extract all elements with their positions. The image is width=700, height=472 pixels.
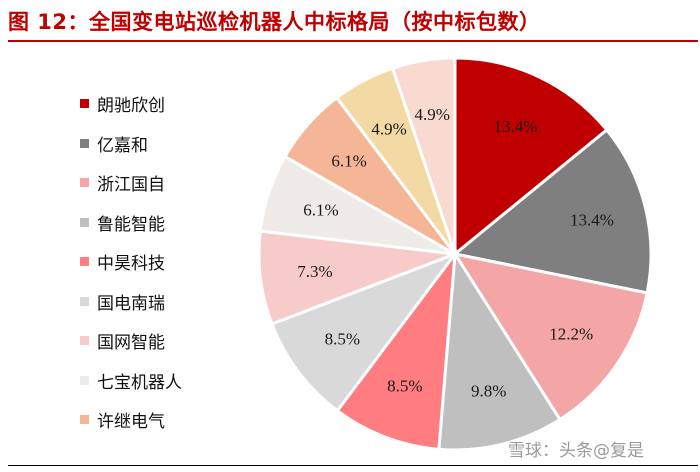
legend-item-5: 中昊科技 xyxy=(80,242,250,282)
legend-item-3: 浙江国自 xyxy=(80,163,250,203)
pie-slice-1 xyxy=(453,56,609,258)
pie-slice-3 xyxy=(451,251,649,422)
pie-slice-6 xyxy=(269,250,460,413)
legend-label-7: 国网智能 xyxy=(97,333,165,354)
legend-swatch-3 xyxy=(80,178,89,188)
legend-label-4: 鲁能智能 xyxy=(97,214,165,235)
slice-label-11: 4.9% xyxy=(415,105,450,124)
pie-slice-7 xyxy=(257,229,456,326)
legend-item-4: 鲁能智能 xyxy=(80,203,250,243)
pie-slice-2 xyxy=(451,127,653,295)
slice-label-8: 6.1% xyxy=(303,200,338,219)
legend-item-8: 七宝机器人 xyxy=(80,361,250,401)
legend-swatch-5 xyxy=(80,257,89,267)
legend-label-3: 浙江国自 xyxy=(97,175,165,196)
legend-label-9: 许继电气 xyxy=(97,412,165,433)
pie-slice-4 xyxy=(437,249,562,452)
legend-swatch-7 xyxy=(80,336,89,346)
pie-slice-5 xyxy=(335,248,457,451)
slice-label-4: 9.8% xyxy=(471,382,506,401)
legend-label-5: 中昊科技 xyxy=(97,254,165,275)
slice-label-2: 13.4% xyxy=(570,211,614,230)
legend-swatch-9 xyxy=(80,415,89,425)
pie-slice-11 xyxy=(390,56,457,255)
legend-swatch-8 xyxy=(80,375,89,385)
watermark: 雪球：头条@复是 xyxy=(508,441,644,461)
legend-label-1: 朗驰欣创 xyxy=(97,96,165,117)
chart-legend: 朗驰欣创亿嘉和浙江国自鲁能智能中昊科技国电南瑞国网智能七宝机器人许继电气 xyxy=(80,84,250,440)
legend-swatch-1 xyxy=(80,99,89,109)
legend-label-6: 国电南瑞 xyxy=(97,293,165,314)
legend-item-1: 朗驰欣创 xyxy=(80,84,250,124)
legend-item-6: 国电南瑞 xyxy=(80,282,250,322)
legend-item-2: 亿嘉和 xyxy=(80,124,250,164)
slice-label-10: 4.9% xyxy=(371,120,406,139)
slice-label-5: 8.5% xyxy=(387,376,422,395)
legend-label-2: 亿嘉和 xyxy=(97,135,148,156)
legend-item-7: 国网智能 xyxy=(80,321,250,361)
slice-label-9: 6.1% xyxy=(331,151,366,170)
bottom-divider xyxy=(8,465,698,466)
legend-swatch-4 xyxy=(80,217,89,227)
chart-title: 图 12：全国变电站巡检机器人中标格局（按中标包数） xyxy=(8,10,541,34)
legend-label-8: 七宝机器人 xyxy=(97,372,182,393)
slice-label-3: 12.2% xyxy=(549,325,593,344)
slice-label-6: 8.5% xyxy=(325,329,360,348)
legend-swatch-2 xyxy=(80,138,89,148)
title-divider xyxy=(8,40,698,42)
legend-item-9: 许继电气 xyxy=(80,400,250,440)
legend-swatch-6 xyxy=(80,296,89,306)
slice-label-1: 13.4% xyxy=(493,117,537,136)
slice-label-7: 7.3% xyxy=(297,262,332,281)
